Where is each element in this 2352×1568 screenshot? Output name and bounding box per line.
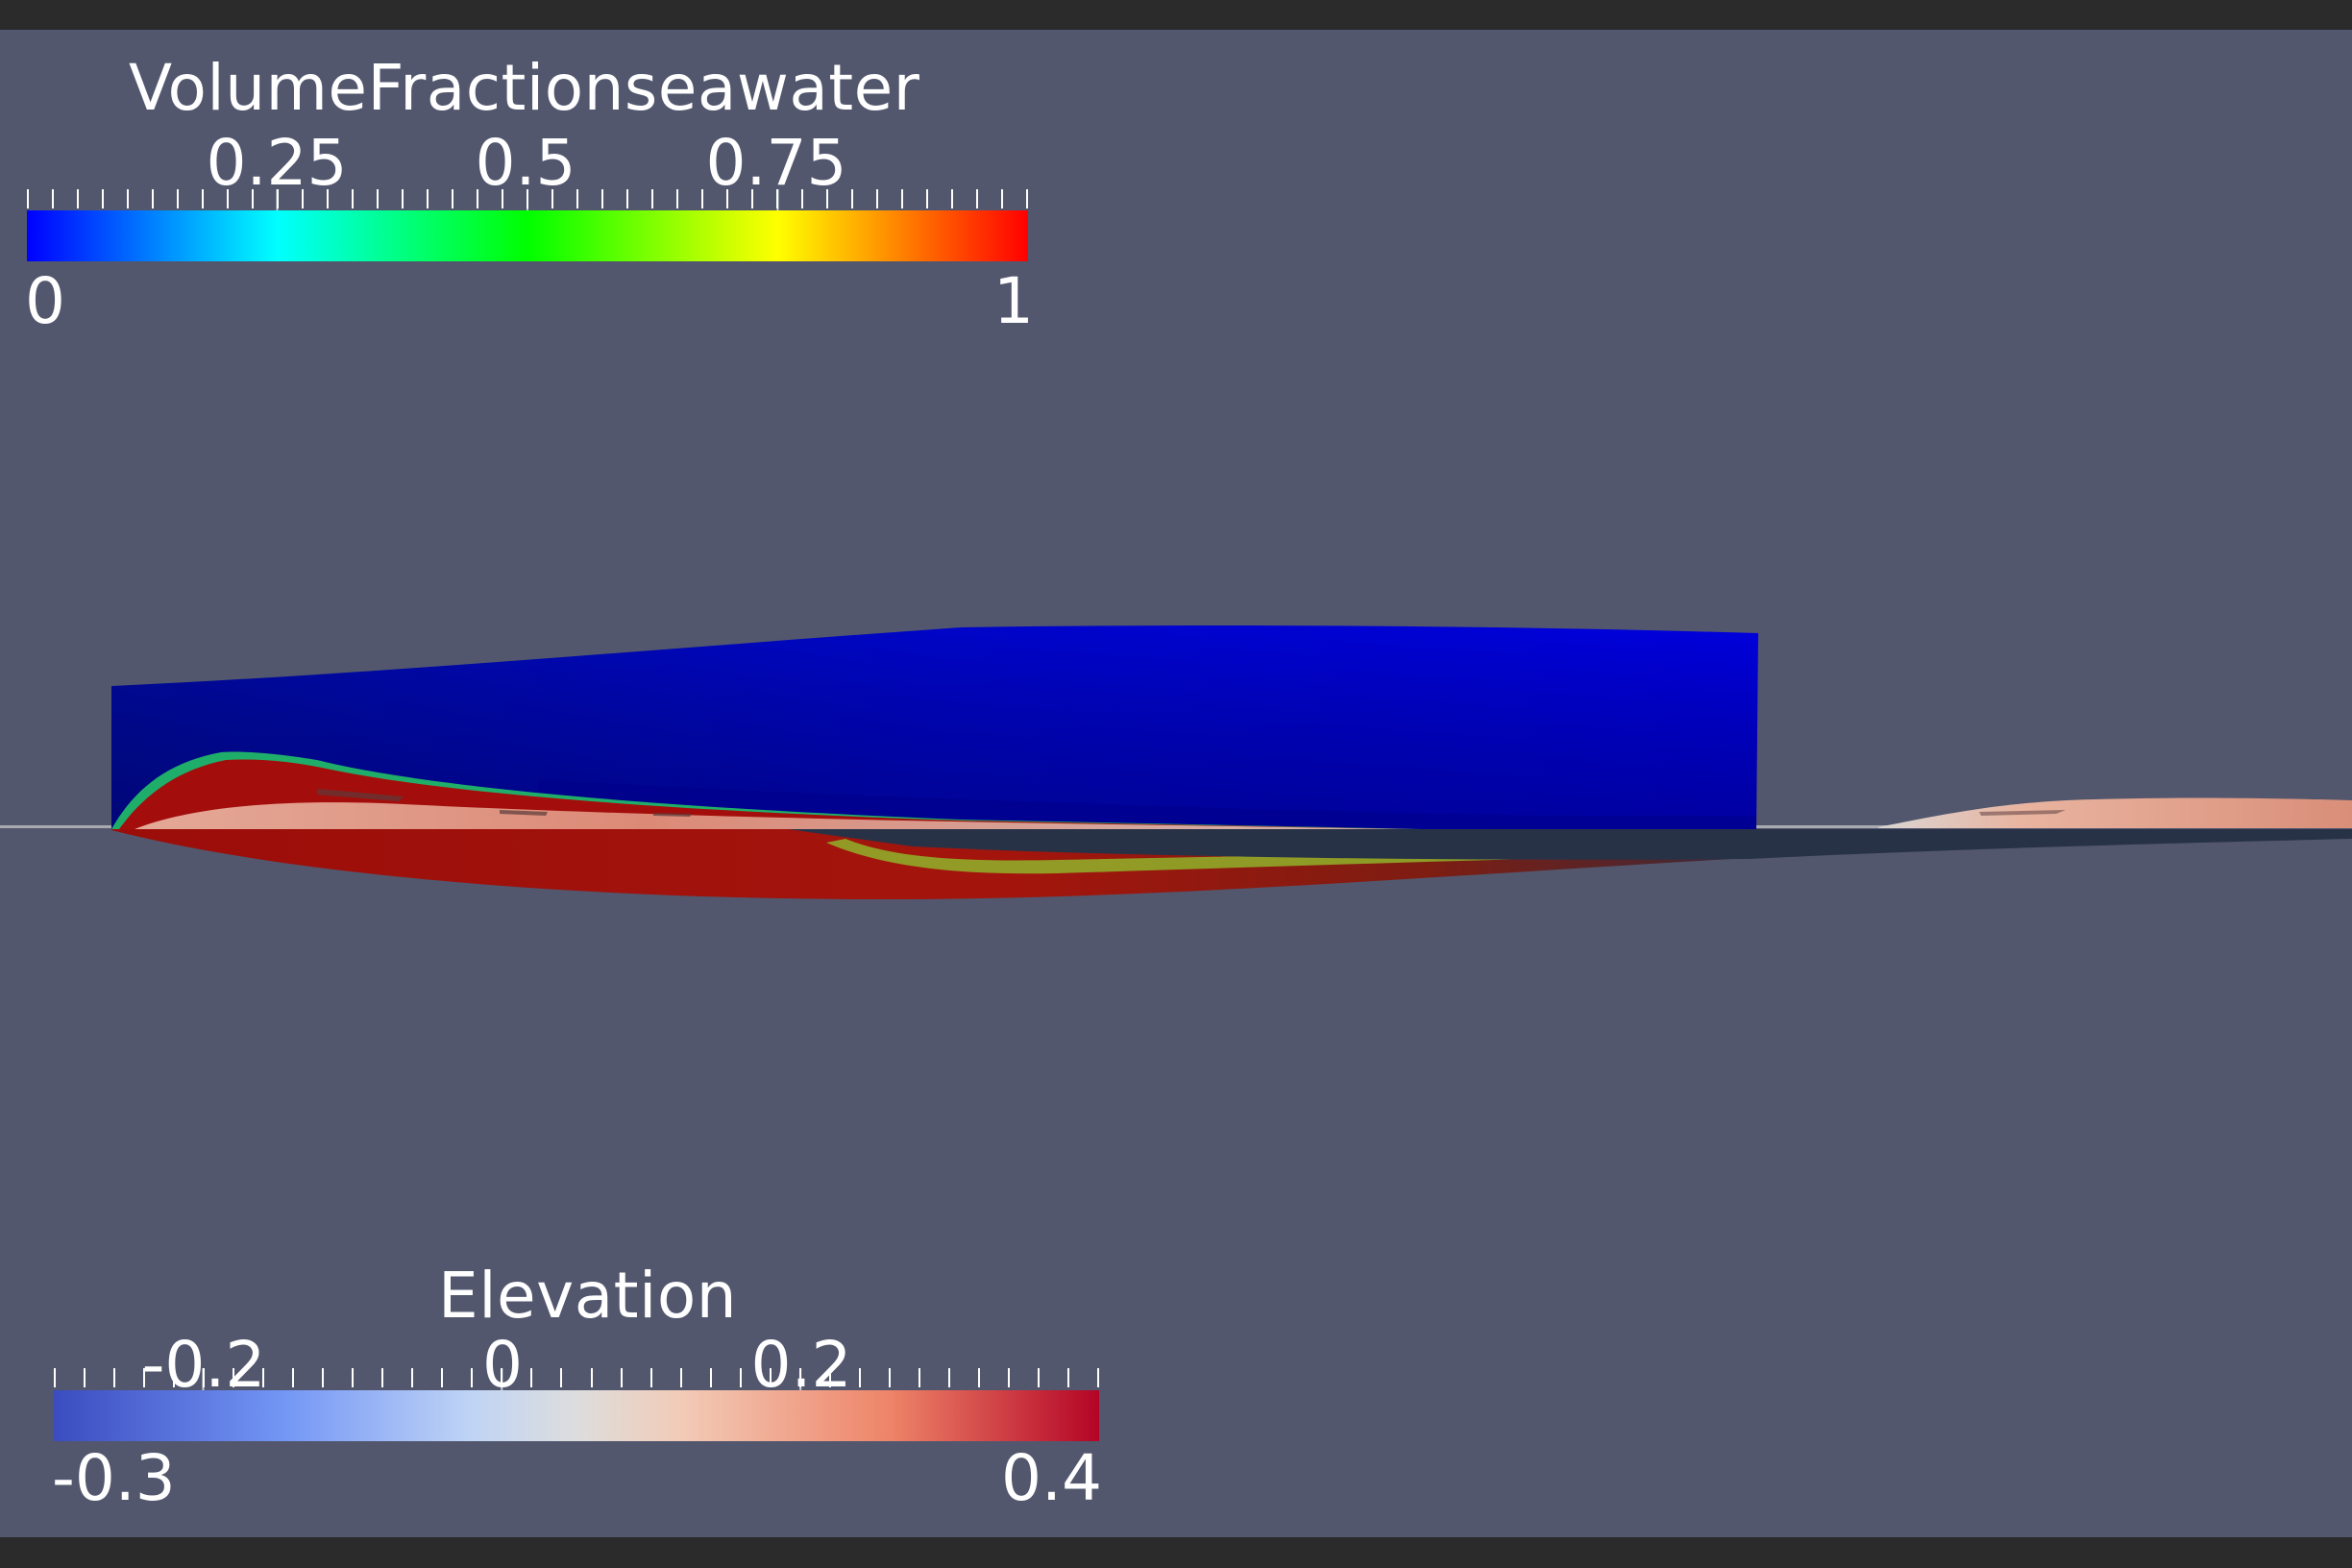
max-label: 1 bbox=[993, 264, 1034, 338]
color-bar bbox=[54, 1390, 1099, 1441]
tick-label: 0.5 bbox=[475, 126, 576, 200]
tick-label: 0.25 bbox=[206, 126, 348, 200]
wake-line bbox=[788, 829, 2352, 860]
min-label: -0.3 bbox=[52, 1441, 176, 1515]
wake-wave-shadow bbox=[1979, 810, 2066, 816]
volume-fraction-legend: VolumeFractionseawater 0.25 0.5 0.75 0 1 bbox=[0, 30, 1057, 347]
legend-title: VolumeFractionseawater bbox=[129, 51, 920, 125]
color-bar bbox=[27, 210, 1028, 261]
max-label: 0.4 bbox=[1001, 1441, 1102, 1515]
wake-wave bbox=[1878, 797, 2352, 828]
elevation-legend: Elevation -0.2 0 0.2 -0.3 0.4 bbox=[0, 1220, 1134, 1537]
hull-upper-shade bbox=[111, 625, 1758, 829]
hull-bottom-transition bbox=[826, 839, 1653, 874]
viewport-top-border bbox=[0, 0, 2352, 30]
bow-wave-marks bbox=[317, 789, 692, 817]
tick-label: 0.75 bbox=[705, 126, 847, 200]
render-viewport[interactable]: VolumeFractionseawater 0.25 0.5 0.75 0 1… bbox=[0, 30, 2352, 1537]
bow-wave-surface bbox=[135, 802, 1412, 829]
legend-title: Elevation bbox=[438, 1259, 738, 1333]
min-label: 0 bbox=[25, 264, 65, 338]
hull-render-scene[interactable] bbox=[0, 30, 2352, 1537]
viewport-bottom-border bbox=[0, 1537, 2352, 1568]
